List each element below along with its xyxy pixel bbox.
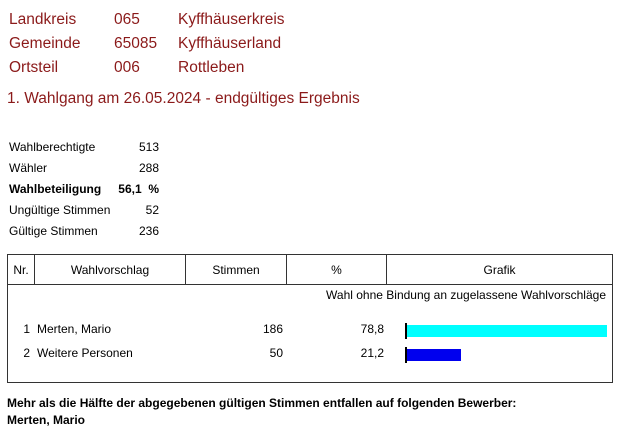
page-title: 1. Wahlgang am 26.05.2024 - endgültiges …: [7, 90, 360, 107]
stat-value: 52: [145, 203, 159, 217]
candidate-percent: 78,8: [360, 322, 384, 336]
landkreis-code: 065: [114, 11, 140, 28]
stat-waehler: Wähler 288: [9, 161, 159, 179]
row-nr: 1: [23, 322, 30, 336]
col-header-grafik: Grafik: [387, 255, 612, 285]
gemeinde-label: Gemeinde: [9, 35, 81, 52]
col-header-stimmen: Stimmen: [186, 255, 287, 285]
col-header-wahlvorschlag: Wahlvorschlag: [35, 255, 186, 285]
stat-value: 288: [138, 161, 159, 175]
results-table: Nr. Wahlvorschlag Stimmen % Grafik Wahl …: [7, 254, 613, 383]
stat-label: Ungültige Stimmen: [9, 203, 111, 217]
bar-area: [405, 323, 609, 339]
gemeinde-code: 65085: [114, 35, 158, 52]
stat-value: 513: [138, 140, 159, 154]
result-bar: [407, 325, 607, 337]
table-row: 2 Weitere Personen 50 21,2: [8, 346, 612, 366]
result-statement: Mehr als die Hälfte der abgegebenen gült…: [7, 396, 517, 410]
bar-baseline: [405, 323, 407, 339]
stat-value: 56,1 %: [118, 182, 159, 196]
stat-label: Wahlbeteiligung: [9, 182, 102, 196]
stat-ungueltige: Ungültige Stimmen 52: [9, 203, 159, 221]
landkreis-label: Landkreis: [9, 11, 77, 28]
stat-wahlbeteiligung: Wahlbeteiligung 56,1 %: [9, 182, 159, 200]
stat-value: 236: [138, 224, 159, 238]
stat-label: Gültige Stimmen: [9, 224, 98, 238]
candidate-votes: 186: [262, 322, 283, 336]
candidate-votes: 50: [269, 346, 283, 360]
stat-label: Wahlberechtigte: [9, 140, 96, 154]
ortsteil-code: 006: [114, 59, 140, 76]
table-row: 1 Merten, Mario 186 78,8: [8, 322, 612, 342]
col-header-percent: %: [287, 255, 387, 285]
candidate-percent: 21,2: [360, 346, 384, 360]
stat-wahlberechtigte: Wahlberechtigte 513: [9, 140, 159, 158]
election-note: Wahl ohne Bindung an zugelassene Wahlvor…: [326, 288, 606, 302]
bar-baseline: [405, 347, 407, 363]
candidate-name: Weitere Personen: [37, 346, 133, 360]
row-nr: 2: [23, 346, 30, 360]
landkreis-name: Kyffhäuserkreis: [178, 11, 285, 28]
ortsteil-name: Rottleben: [178, 59, 245, 76]
result-bar: [407, 349, 461, 361]
col-header-nr: Nr.: [8, 255, 35, 285]
bar-area: [405, 347, 609, 363]
gemeinde-name: Kyffhäuserland: [178, 35, 282, 52]
elected-candidate: Merten, Mario: [7, 413, 86, 427]
stat-label: Wähler: [9, 161, 48, 175]
stat-gueltige: Gültige Stimmen 236: [9, 224, 159, 242]
ortsteil-label: Ortsteil: [9, 59, 59, 76]
candidate-name: Merten, Mario: [37, 322, 112, 336]
